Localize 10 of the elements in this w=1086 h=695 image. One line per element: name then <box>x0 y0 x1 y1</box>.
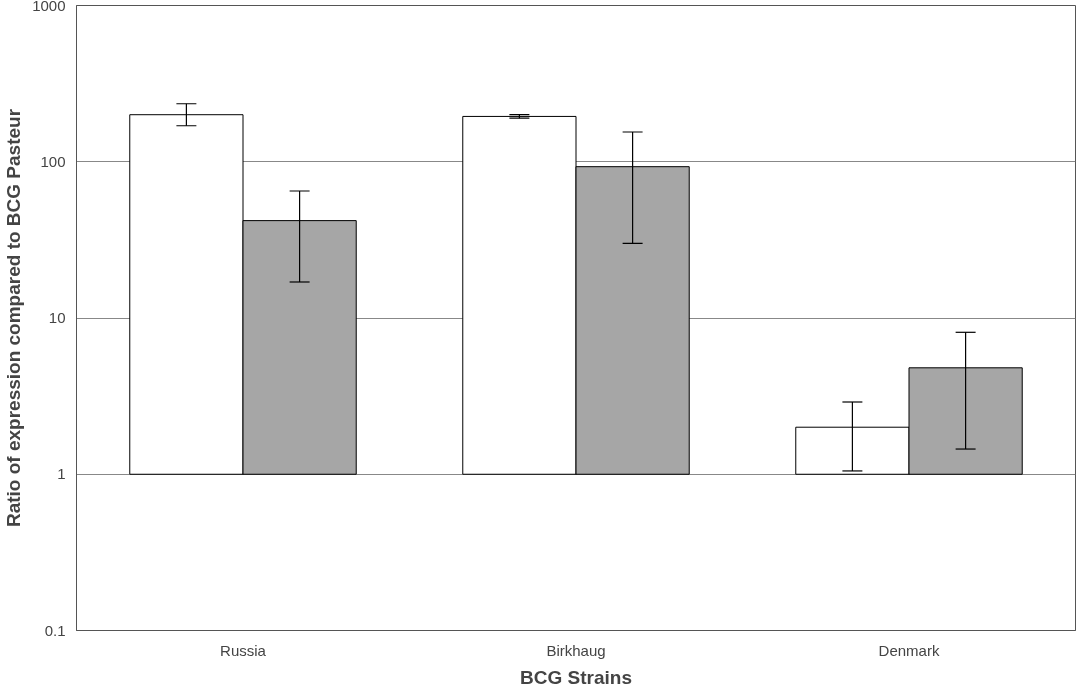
y-tick-label: 10 <box>48 309 66 326</box>
x-tick-label: Russia <box>220 641 267 659</box>
x-tick-label: Denmark <box>878 641 940 659</box>
x-axis-title: BCG Strains <box>520 666 632 688</box>
y-tick-label: 100 <box>40 152 66 170</box>
y-axis-title: Ratio of expression compared to BCG Pasteur <box>3 108 25 528</box>
y-tick-label: 1 <box>57 465 66 483</box>
y-tick-label: 0.1 <box>44 621 66 639</box>
x-tick-label: Birkhaug <box>546 641 606 659</box>
y-tick-label: 1000 <box>32 0 66 14</box>
